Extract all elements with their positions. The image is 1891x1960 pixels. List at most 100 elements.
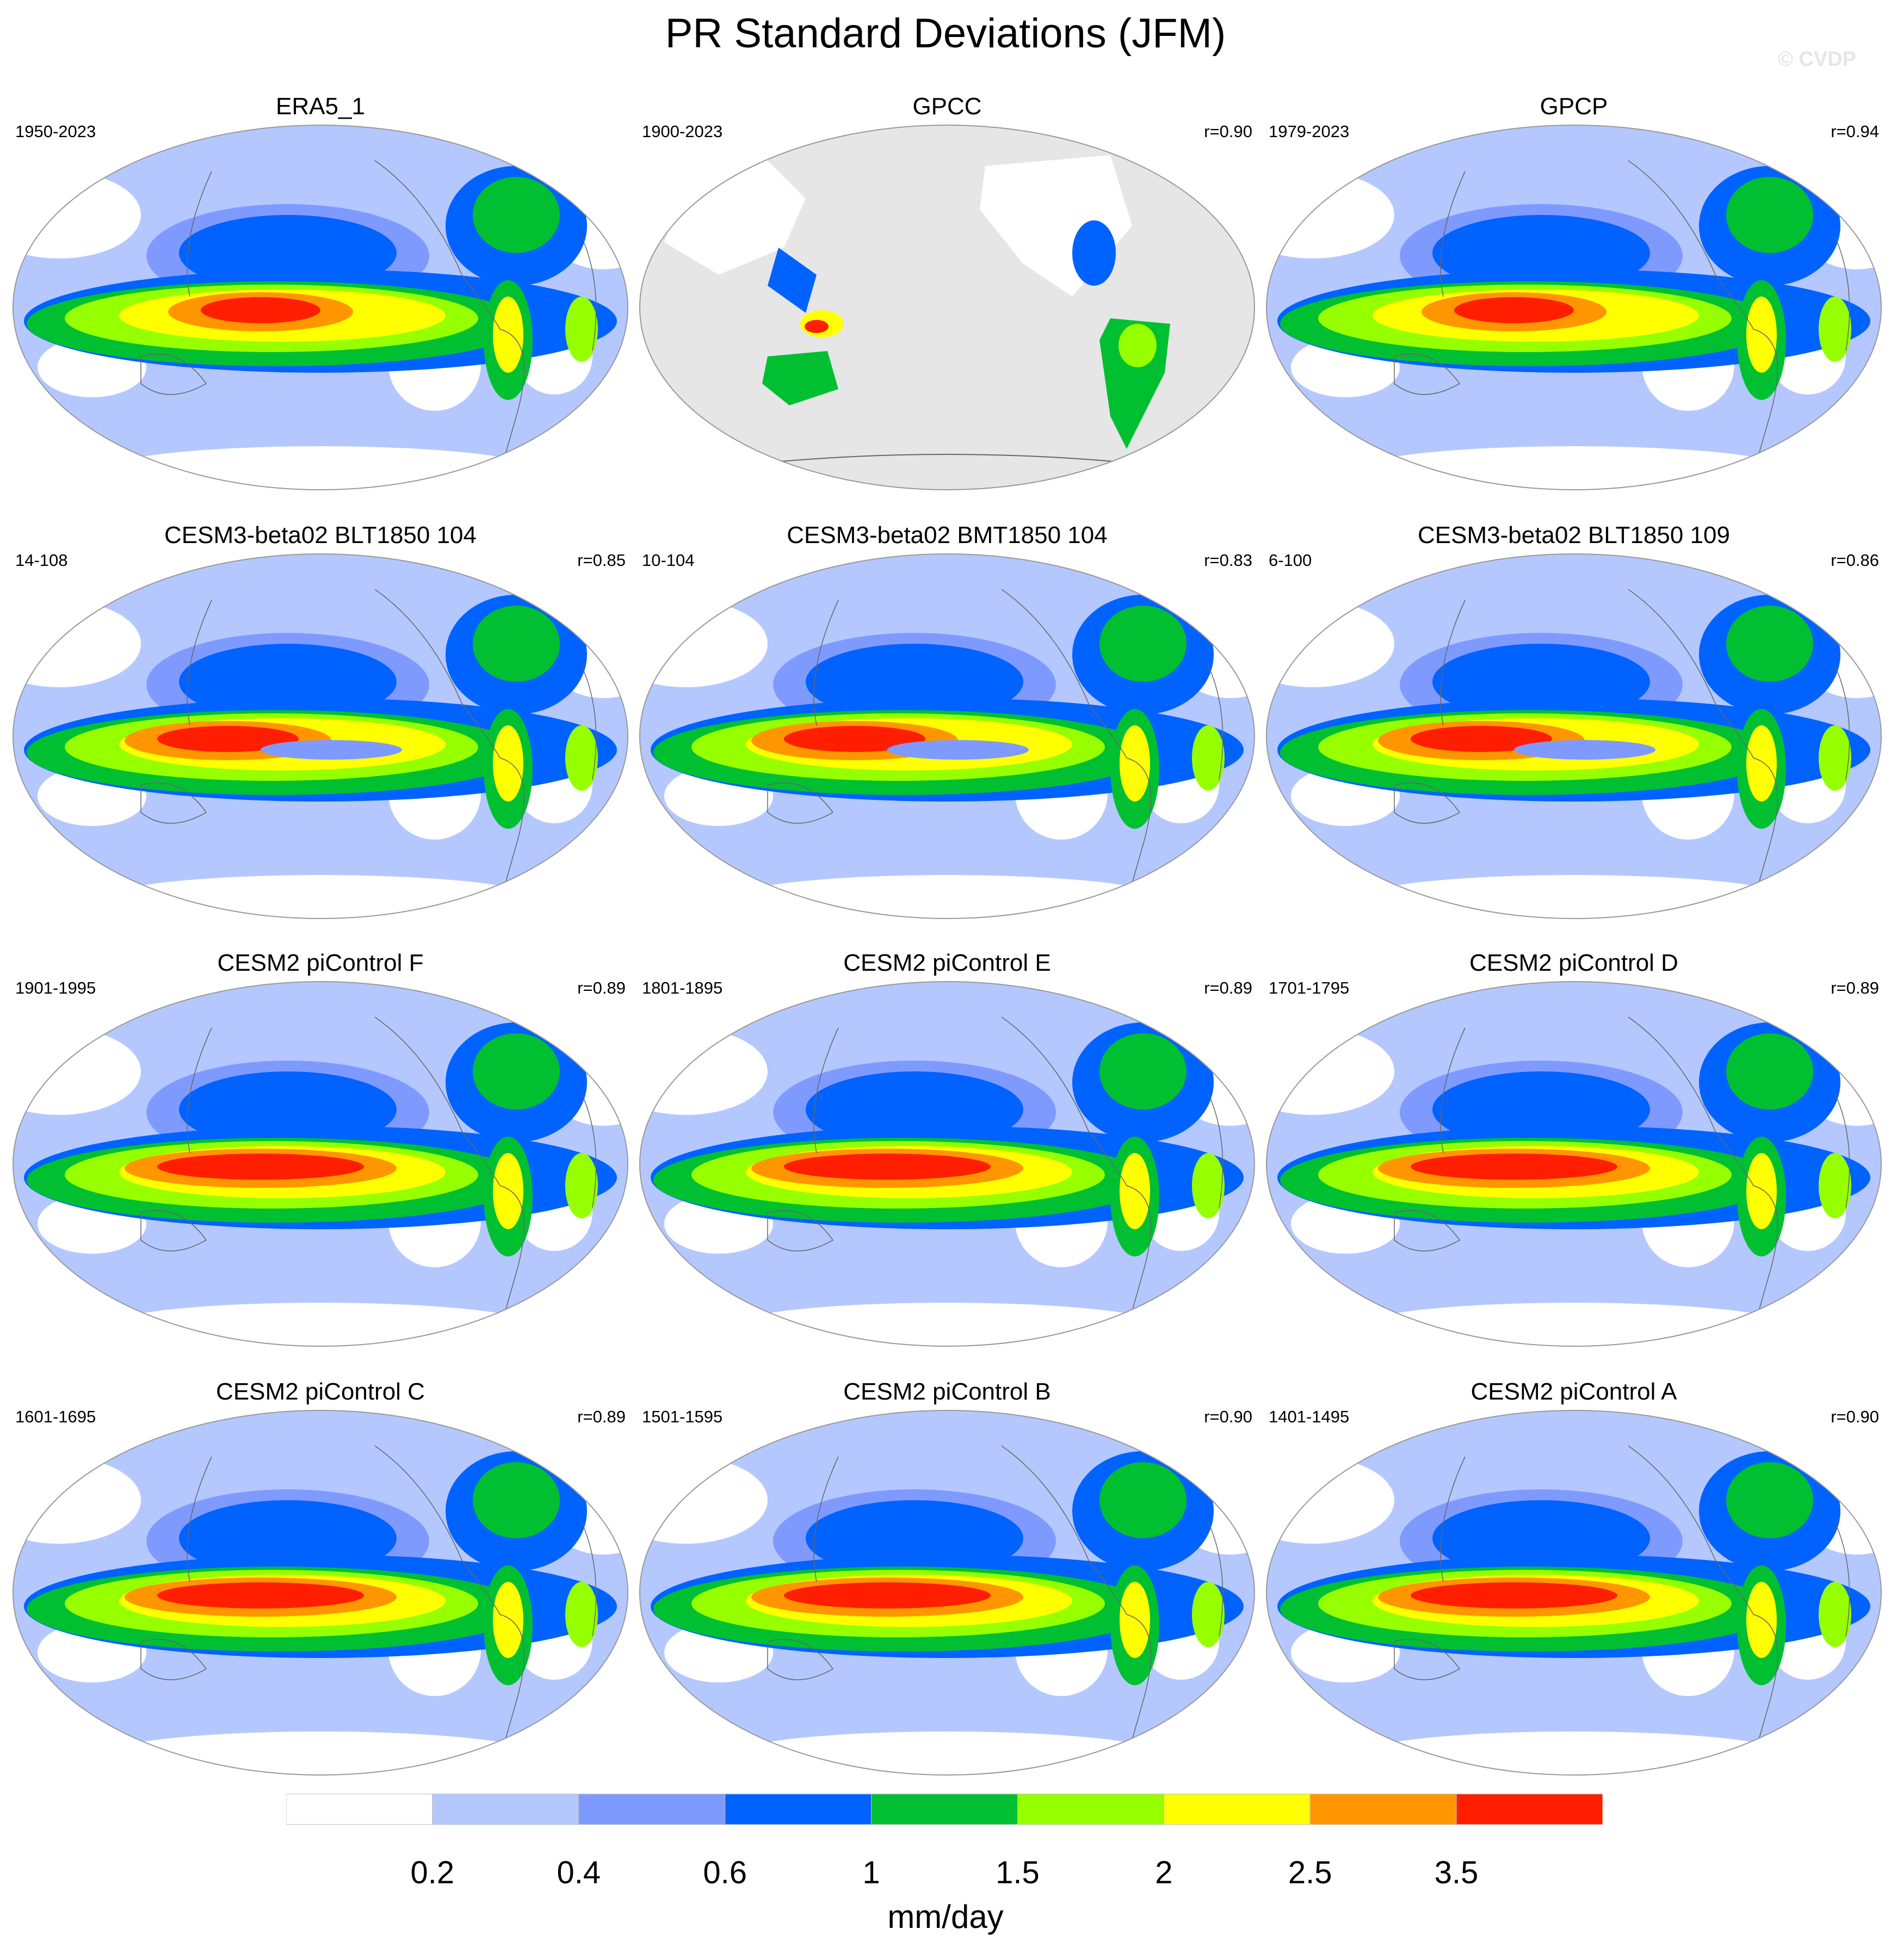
panel-years: 1900-2023	[642, 122, 723, 141]
land-sa-core	[1118, 324, 1157, 367]
map-field	[1266, 1410, 1881, 1775]
coastline	[1628, 160, 1754, 330]
panel-years: 1901-1995	[15, 978, 96, 997]
figure-title: PR Standard Deviations (JFM)	[665, 10, 1226, 57]
field-land-tropics	[1120, 725, 1150, 802]
field-core	[784, 1154, 991, 1180]
field-land-tropics	[1120, 1582, 1150, 1658]
colorbar-tick-label: 3.5	[1434, 1855, 1479, 1890]
coastline	[1834, 1521, 1850, 1637]
panel-title: CESM2 piControl B	[843, 1378, 1051, 1405]
field-core	[1411, 1154, 1617, 1180]
coastline	[581, 1521, 597, 1637]
panel-correlation: r=0.85	[577, 551, 626, 570]
panel-years: 1979-2023	[1269, 122, 1350, 141]
coastline	[1208, 665, 1223, 780]
field-antarctic	[103, 446, 538, 490]
field-storm-track	[1099, 1033, 1186, 1110]
field-core	[157, 1582, 364, 1608]
field-storm-track	[1726, 1462, 1813, 1538]
colorbar-tick-label: 0.6	[703, 1855, 747, 1890]
map-svg	[13, 553, 628, 919]
field-double-itcz-gap	[887, 740, 1029, 760]
field-land-tropics	[1120, 1153, 1150, 1229]
field-double-itcz-gap	[1514, 740, 1655, 760]
map-svg	[1266, 1410, 1882, 1776]
map-field	[1266, 982, 1881, 1346]
field-storm-track	[473, 1462, 560, 1538]
coastline	[767, 1210, 834, 1252]
map-panel: CESM2 piControl E 1801-1895 r=0.89	[634, 947, 1260, 1366]
map-field	[1266, 125, 1881, 490]
map-svg	[1266, 553, 1882, 919]
colorbar-tick-label: 2	[1155, 1855, 1173, 1890]
coastline	[1834, 1093, 1850, 1208]
panel-title: CESM2 piControl F	[217, 950, 424, 976]
field-core	[157, 1154, 364, 1180]
field-land-tropics	[1819, 297, 1851, 362]
field-storm-track	[1099, 606, 1186, 682]
map-panel: CESM2 piControl A 1401-1495 r=0.90	[1261, 1376, 1887, 1795]
map-frame	[639, 553, 1255, 919]
coastline	[1001, 1445, 1127, 1615]
panel-correlation: r=0.89	[577, 978, 626, 997]
field-land-tropics	[1746, 725, 1777, 802]
coastline	[1440, 1027, 1466, 1154]
map-field	[13, 1410, 628, 1775]
coastline	[1440, 171, 1466, 297]
field-land-tropics	[1192, 1153, 1225, 1218]
field-storm-track	[1726, 1033, 1813, 1110]
coastline	[1628, 1445, 1754, 1615]
map-frame	[639, 125, 1255, 490]
panel-title: GPCC	[912, 93, 982, 120]
map-field	[640, 982, 1255, 1346]
field-antarctic	[1356, 446, 1791, 490]
coastline	[1628, 1016, 1754, 1186]
coastline	[1440, 600, 1466, 726]
map-panel: CESM3-beta02 BLT1850 104 14-108 r=0.85	[8, 519, 633, 938]
map-panel: CESM2 piControl C 1601-1695 r=0.89	[8, 1376, 633, 1795]
coastline	[767, 782, 834, 824]
map-svg	[13, 981, 628, 1347]
field-land-tropics	[1819, 1153, 1851, 1218]
map-panel: GPCP 1979-2023 r=0.94	[1261, 90, 1887, 509]
field-land-tropics	[1192, 1582, 1225, 1647]
panel-title: CESM2 piControl A	[1470, 1378, 1677, 1405]
field-antarctic	[1356, 1303, 1791, 1346]
coastline	[1440, 1456, 1466, 1582]
field-antarctic	[1356, 1731, 1791, 1775]
map-frame	[639, 1410, 1255, 1776]
colorbar-swatch	[578, 1793, 726, 1825]
field-core	[784, 1582, 991, 1608]
map-frame	[13, 553, 628, 919]
coastline	[140, 1210, 207, 1252]
colorbar-swatch	[871, 1793, 1018, 1825]
coastline	[1834, 236, 1850, 352]
map-svg	[1266, 125, 1882, 490]
map-svg	[639, 1410, 1255, 1776]
map-panel: GPCC 1900-2023 r=0.90	[634, 90, 1260, 509]
coastline	[581, 665, 597, 780]
map-field	[13, 982, 628, 1346]
field-antarctic	[730, 1303, 1165, 1346]
field-antarctic	[103, 1731, 538, 1775]
coastline	[499, 1185, 525, 1311]
field-core	[1411, 1582, 1617, 1608]
map-field	[640, 125, 1255, 490]
panel-years: 6-100	[1269, 551, 1312, 570]
map-panel: CESM3-beta02 BLT1850 109 6-100 r=0.86	[1261, 519, 1887, 938]
map-frame	[1266, 1410, 1882, 1776]
map-svg	[639, 553, 1255, 919]
field-storm-track	[1726, 606, 1813, 682]
field-land-tropics	[565, 1153, 598, 1218]
panel-years: 1701-1795	[1269, 978, 1350, 997]
panel-years: 1501-1595	[642, 1407, 723, 1426]
coastline	[374, 1445, 500, 1615]
map-field	[640, 554, 1255, 919]
map-field	[640, 1410, 1255, 1775]
map-panel: CESM2 piControl B 1501-1595 r=0.90	[634, 1376, 1260, 1795]
map-svg	[639, 125, 1255, 490]
field-land-tropics	[565, 297, 598, 362]
panel-correlation: r=0.89	[1204, 978, 1252, 997]
panel-title: CESM3-beta02 BMT1850 104	[787, 522, 1108, 548]
